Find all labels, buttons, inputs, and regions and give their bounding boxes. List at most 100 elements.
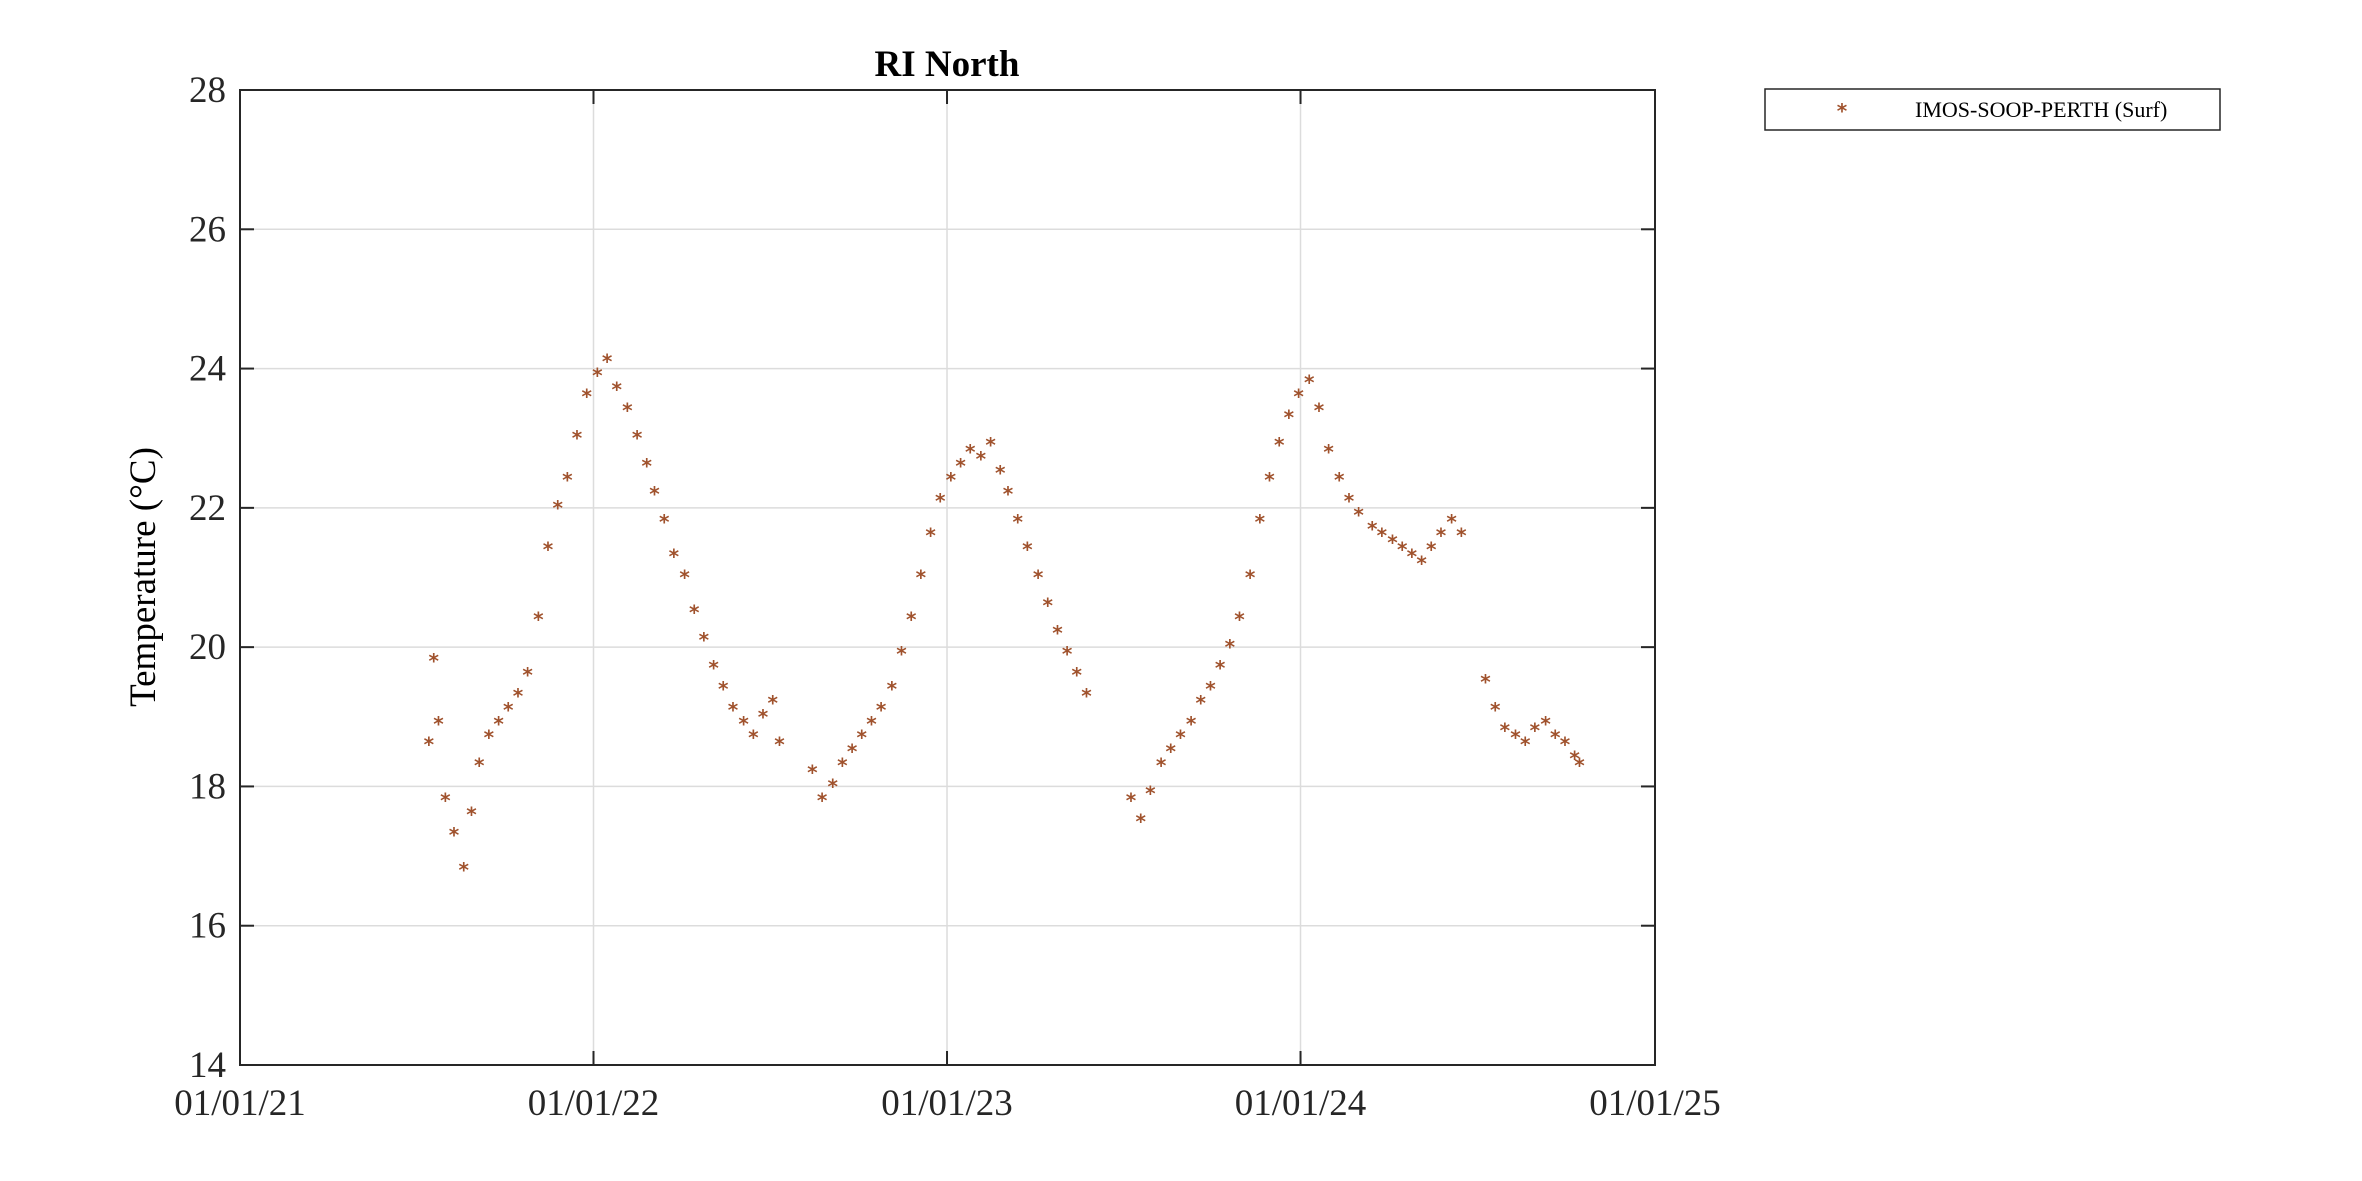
legend-label: IMOS-SOOP-PERTH (Surf) [1915,97,2167,122]
data-point: * [887,677,898,701]
chart-title: RI North [875,44,1020,85]
data-point: * [916,566,927,590]
data-point: * [1081,684,1092,708]
data-point: * [807,761,818,785]
data-point: * [1145,781,1156,805]
data-point: * [612,377,623,401]
data-point: * [632,426,643,450]
data-point: * [767,691,778,715]
data-point: * [466,802,477,826]
data-point: * [985,433,996,457]
data-point: * [474,754,485,778]
data-point: * [1456,524,1467,548]
data-point: * [602,350,613,374]
y-tick-label: 14 [189,1045,226,1086]
data-point: * [1314,398,1325,422]
data-point: * [1135,809,1146,833]
data-point: * [1166,740,1177,764]
data-points: * * * * * * * * * * * * * * * * * * * * * * * * * * * * * * * * * * * * * * * *… [424,350,1586,882]
data-point: * [424,733,435,757]
data-point: * [1416,552,1427,576]
data-point: * [1274,433,1285,457]
y-tick-label: 22 [189,488,226,529]
data-point: * [827,774,838,798]
y-axis-label: Temperature (°C) [123,447,164,707]
data-point: * [513,684,524,708]
data-point: * [649,482,660,506]
data-point: * [1234,607,1245,631]
data-point: * [1215,656,1226,680]
x-tick-label: 01/01/22 [528,1083,660,1124]
data-point: * [1186,712,1197,736]
data-point: * [1560,733,1571,757]
data-point: * [1387,531,1398,555]
data-point: * [572,426,583,450]
data-point: * [669,545,680,569]
data-point: * [1043,593,1054,617]
legend-marker-asterisk-icon: * [1837,99,1848,123]
grid [240,90,1655,1065]
data-point: * [1225,635,1236,659]
data-point: * [503,698,514,722]
data-point: * [976,447,987,471]
y-tick-label: 16 [189,906,226,947]
data-point: * [857,726,868,750]
data-point: * [1530,719,1541,743]
data-point: * [1052,621,1063,645]
data-point: * [458,858,469,882]
data-point: * [1574,754,1585,778]
data-point: * [1264,468,1275,492]
data-point: * [493,712,504,736]
x-tick-label: 01/01/21 [174,1083,306,1124]
data-point: * [1304,371,1315,395]
y-tick-label: 24 [189,349,226,390]
data-point: * [1205,677,1216,701]
tick-labels: 14 16 18 20 22 24 26 28 01/01/21 01/01/22 01/01/23… [174,70,1721,1124]
data-point: * [679,566,690,590]
data-point: * [622,398,633,422]
data-point: * [1407,545,1418,569]
data-point: * [522,663,533,687]
data-point: * [965,440,976,464]
y-tick-label: 20 [189,627,226,668]
data-point: * [433,712,444,736]
data-point: * [1397,538,1408,562]
data-point: * [1540,712,1551,736]
legend-box [1764,88,2221,131]
data-point: * [866,712,877,736]
data-point: * [925,524,936,548]
data-point: * [748,726,759,750]
y-tick-label: 18 [189,766,226,807]
data-point: * [1175,726,1186,750]
data-point: * [1569,747,1580,771]
data-point: * [1490,698,1501,722]
data-point: * [440,788,451,812]
data-point: * [1550,726,1561,750]
data-point: * [1245,566,1256,590]
data-point: * [689,600,700,624]
y-tick-label: 28 [189,70,226,111]
data-point: * [1436,524,1447,548]
data-point: * [847,740,858,764]
data-point: * [1334,468,1345,492]
data-point: * [1293,384,1304,408]
data-point: * [1003,482,1014,506]
data-point: * [1426,538,1437,562]
data-point: * [1012,510,1023,534]
data-point: * [1062,642,1073,666]
data-point: * [1022,538,1033,562]
data-point: * [817,788,828,812]
legend: * IMOS-SOOP-PERTH (Surf) [1764,88,2221,131]
data-point: * [1377,524,1388,548]
data-point: * [906,607,917,631]
data-point: * [642,454,653,478]
data-point: * [699,628,710,652]
data-point: * [1446,510,1457,534]
x-tick-label: 01/01/23 [881,1083,1013,1124]
data-point: * [1353,503,1364,527]
data-point: * [1500,719,1511,743]
y-tick-label: 26 [189,209,226,250]
data-point: * [581,384,592,408]
data-point: * [552,496,563,520]
